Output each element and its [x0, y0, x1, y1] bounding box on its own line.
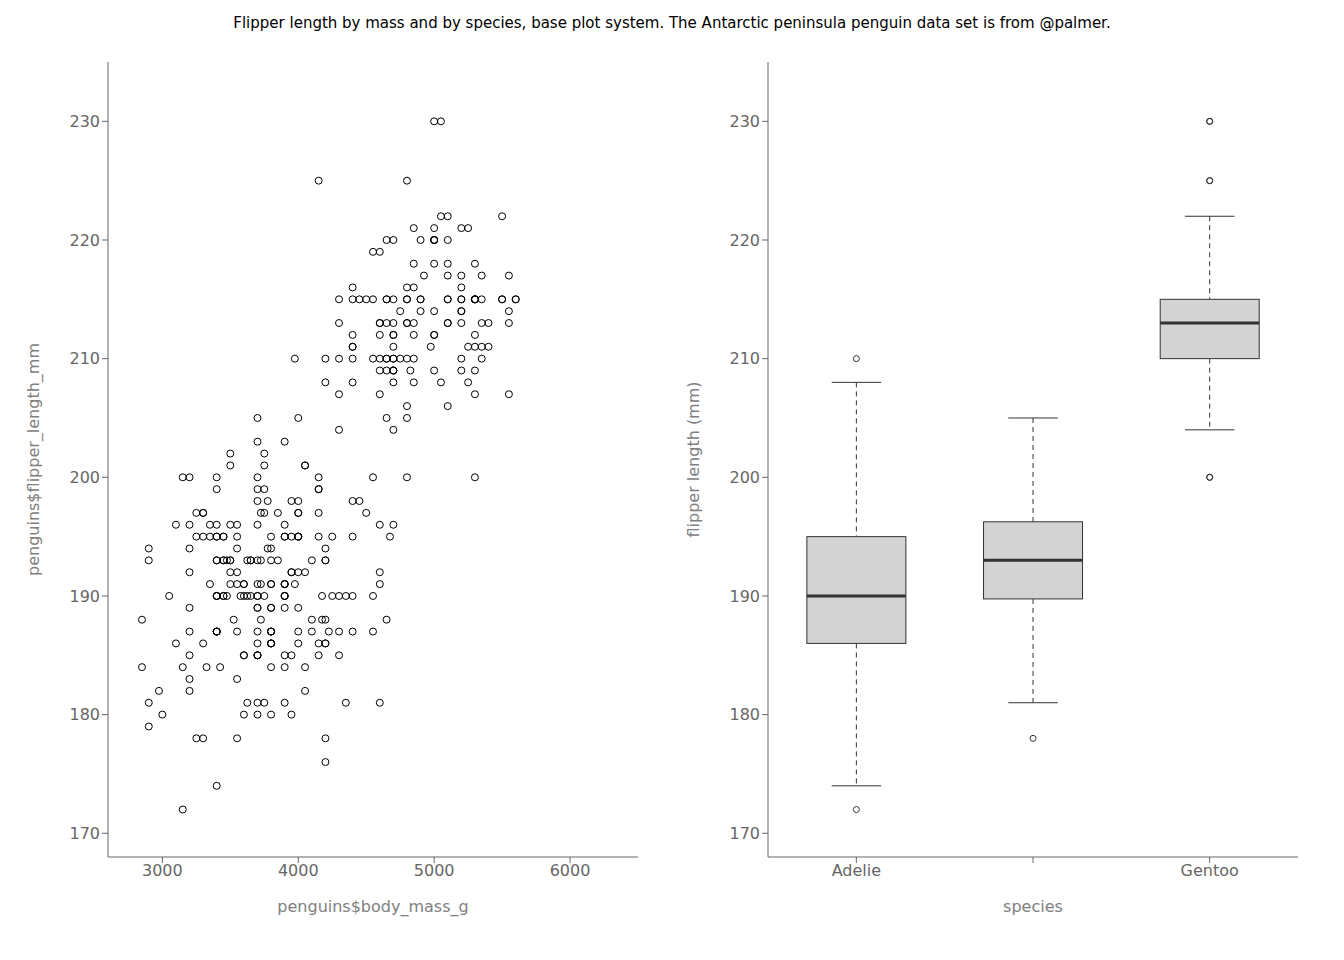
svg-text:230: 230 [69, 112, 100, 131]
svg-text:200: 200 [729, 468, 760, 487]
svg-text:170: 170 [729, 824, 760, 843]
svg-text:6000: 6000 [550, 861, 591, 880]
svg-text:Adelie: Adelie [832, 861, 881, 880]
svg-text:Gentoo: Gentoo [1181, 861, 1239, 880]
svg-text:4000: 4000 [278, 861, 319, 880]
svg-text:190: 190 [729, 587, 760, 606]
svg-text:220: 220 [729, 231, 760, 250]
svg-text:penguins$body_mass_g: penguins$body_mass_g [277, 897, 468, 917]
svg-text:210: 210 [69, 349, 100, 368]
svg-text:penguins$flipper_length_mm: penguins$flipper_length_mm [24, 343, 44, 576]
svg-text:210: 210 [729, 349, 760, 368]
svg-text:3000: 3000 [142, 861, 183, 880]
html-text:Flipper length by mass and by: Flipper length by mass and by species, b… [233, 14, 1111, 32]
svg-text:220: 220 [69, 231, 100, 250]
svg-text:species: species [1003, 897, 1063, 916]
svg-text:180: 180 [729, 705, 760, 724]
svg-text:5000: 5000 [414, 861, 455, 880]
svg-text:180: 180 [69, 705, 100, 724]
svg-text:200: 200 [69, 468, 100, 487]
svg-text:flipper length (mm): flipper length (mm) [684, 381, 703, 537]
svg-text:190: 190 [69, 587, 100, 606]
svg-text:170: 170 [69, 824, 100, 843]
svg-text:230: 230 [729, 112, 760, 131]
